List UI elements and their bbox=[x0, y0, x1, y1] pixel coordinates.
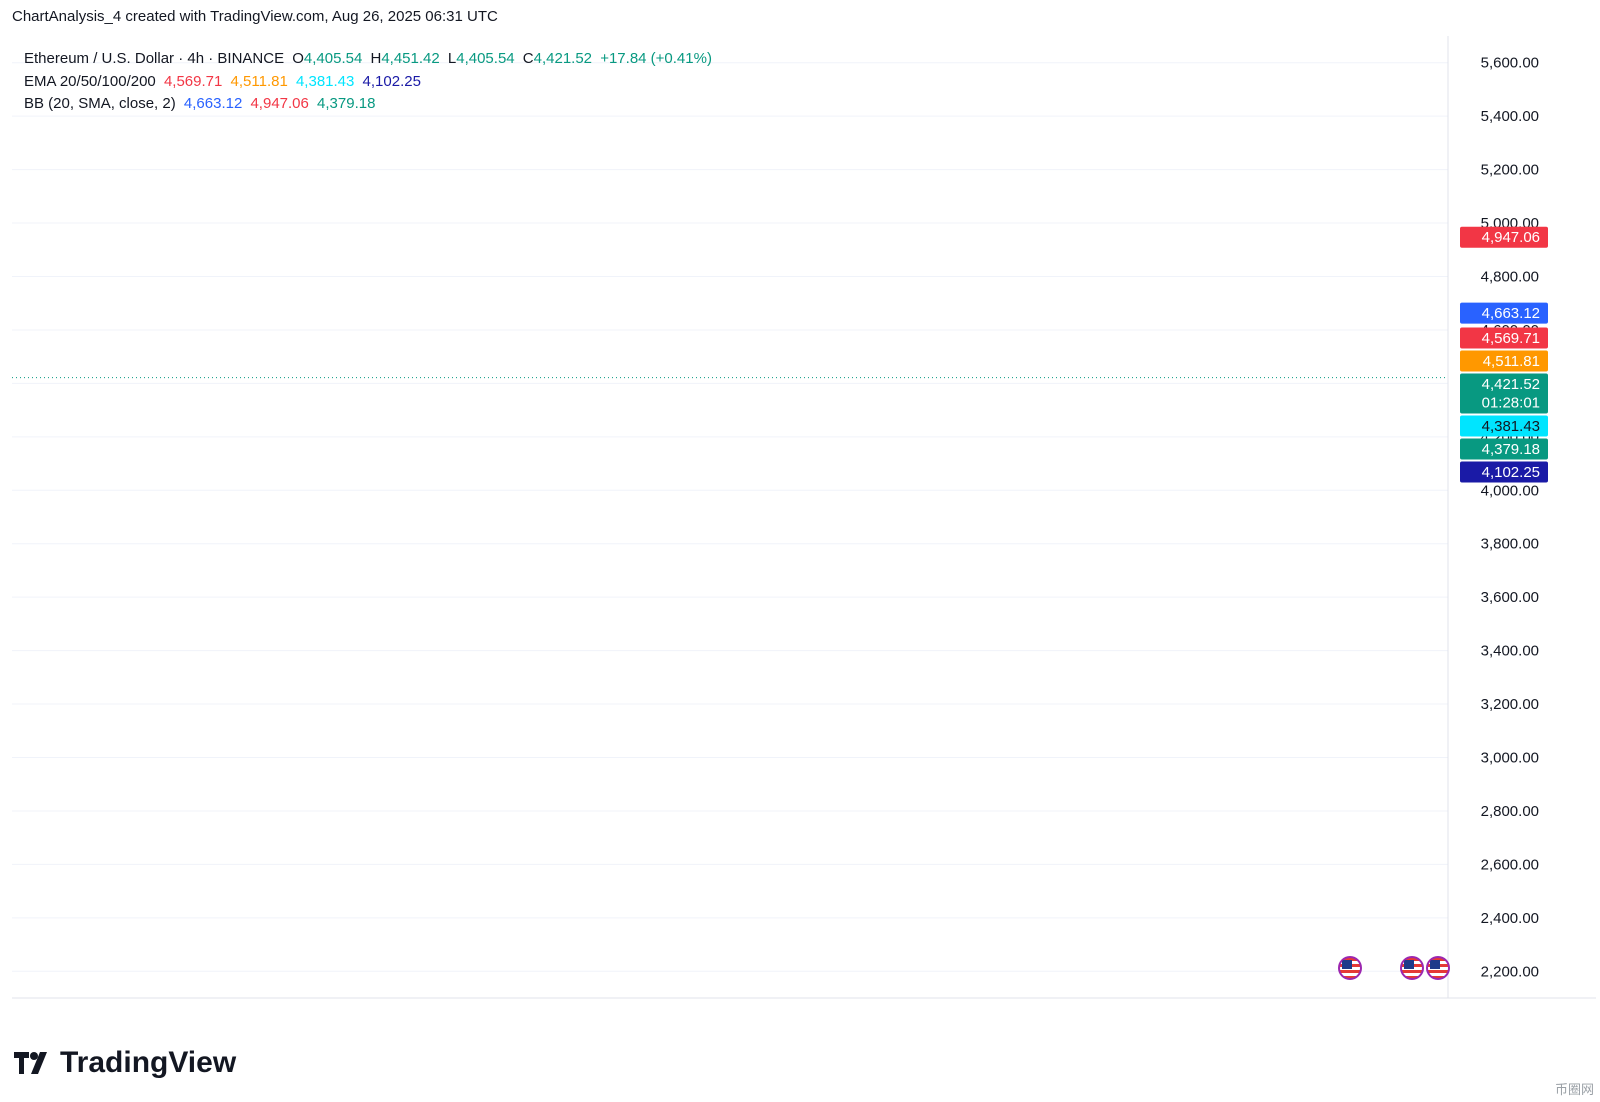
y-tick-label: 3,600.00 bbox=[1481, 589, 1539, 606]
price-tag-label: 4,663.12 bbox=[1482, 305, 1540, 322]
open-label: O bbox=[292, 50, 304, 67]
ema20-value: 4,569.71 bbox=[163, 72, 223, 90]
open-value: 4,405.54 bbox=[303, 50, 363, 67]
chart-legend: Ethereum / U.S. Dollar · 4h · BINANCE O4… bbox=[24, 48, 716, 116]
y-tick-label: 4,000.00 bbox=[1481, 482, 1539, 499]
price-tag-label: 4,421.52 bbox=[1482, 376, 1540, 393]
price-tag-label: 4,511.81 bbox=[1483, 353, 1540, 370]
high-label: H bbox=[370, 50, 382, 67]
y-tick-label: 3,200.00 bbox=[1481, 696, 1539, 713]
tradingview-brand[interactable]: TradingView bbox=[14, 1046, 236, 1080]
y-tick-label: 3,000.00 bbox=[1481, 750, 1539, 767]
y-tick-label: 5,400.00 bbox=[1481, 108, 1539, 125]
price-tag[interactable] bbox=[1460, 461, 1548, 483]
price-tag[interactable] bbox=[1460, 302, 1548, 324]
us-flag-event-icon[interactable] bbox=[1400, 956, 1424, 980]
legend-bb-row[interactable]: BB (20, SMA, close, 2) 4,663.12 4,947.06… bbox=[24, 93, 716, 116]
legend-ohlc-row: Ethereum / U.S. Dollar · 4h · BINANCE O4… bbox=[24, 48, 716, 71]
watermark: 币圈网 bbox=[1554, 1082, 1594, 1097]
change-value: +17.84 (+0.41%) bbox=[600, 50, 712, 67]
low-value: 4,405.54 bbox=[456, 50, 515, 67]
brand-name: TradingView bbox=[60, 1046, 237, 1079]
legend-ema-row[interactable]: EMA 20/50/100/200 4,569.71 4,511.81 4,38… bbox=[24, 71, 716, 94]
ema50-value: 4,511.81 bbox=[230, 72, 288, 90]
bb-basis-value: 4,663.12 bbox=[183, 95, 243, 112]
us-flag-event-icon[interactable] bbox=[1338, 956, 1362, 980]
price-tag-label: 4,102.25 bbox=[1482, 464, 1540, 481]
us-flag-event-icon[interactable] bbox=[1426, 956, 1450, 980]
high-value: 4,451.42 bbox=[381, 50, 440, 67]
price-chart[interactable]: 2,200.00 2,400.00 2,600.00 2,800.00 3,000.00… bbox=[12, 36, 1596, 1024]
price-tag[interactable] bbox=[1460, 350, 1548, 372]
price-tag[interactable] bbox=[1460, 438, 1548, 460]
price-tag[interactable] bbox=[1460, 327, 1548, 349]
close-label: C bbox=[522, 50, 534, 67]
author-line: ChartAnalysis_4 created with TradingView… bbox=[12, 8, 498, 25]
ema200-value: 4,102.25 bbox=[362, 72, 421, 90]
symbol-name[interactable]: Ethereum / U.S. Dollar · 4h · BINANCE bbox=[24, 50, 285, 67]
y-tick-label: 2,200.00 bbox=[1481, 963, 1539, 980]
bb-upper-value: 4,947.06 bbox=[250, 95, 309, 112]
y-tick-label: 2,600.00 bbox=[1481, 856, 1539, 873]
bb-label: BB (20, SMA, close, 2) bbox=[24, 95, 176, 112]
tradingview-logo-icon bbox=[14, 1052, 47, 1074]
low-label: L bbox=[447, 50, 457, 67]
bb-lower-value: 4,379.18 bbox=[317, 95, 376, 112]
price-tag-label: 4,569.71 bbox=[1482, 330, 1540, 347]
close-value: 4,421.52 bbox=[533, 50, 593, 67]
y-tick-label: 5,600.00 bbox=[1481, 55, 1539, 72]
price-tag[interactable] bbox=[1460, 226, 1548, 248]
price-tag-label: 4,947.06 bbox=[1482, 229, 1540, 246]
price-tag[interactable] bbox=[1460, 415, 1548, 437]
price-tag[interactable] bbox=[1460, 373, 1548, 414]
y-tick-label: 2,800.00 bbox=[1481, 803, 1539, 820]
y-tick-label: 5,200.00 bbox=[1481, 162, 1539, 179]
chart-frame[interactable]: 2,200.00 2,400.00 2,600.00 2,800.00 3,000.00… bbox=[12, 36, 1596, 1024]
y-tick-label: 2,400.00 bbox=[1481, 910, 1539, 927]
price-tag-label: 4,379.18 bbox=[1482, 441, 1540, 458]
y-tick-label: 3,400.00 bbox=[1481, 643, 1539, 660]
ema-label: EMA 20/50/100/200 bbox=[24, 72, 156, 90]
price-tag-label: 4,381.43 bbox=[1482, 418, 1540, 435]
y-tick-label: 4,800.00 bbox=[1481, 269, 1539, 286]
y-tick-label: 3,800.00 bbox=[1481, 536, 1539, 553]
countdown-label: 01:28:01 bbox=[1482, 395, 1540, 412]
ema100-value: 4,381.43 bbox=[295, 72, 355, 90]
